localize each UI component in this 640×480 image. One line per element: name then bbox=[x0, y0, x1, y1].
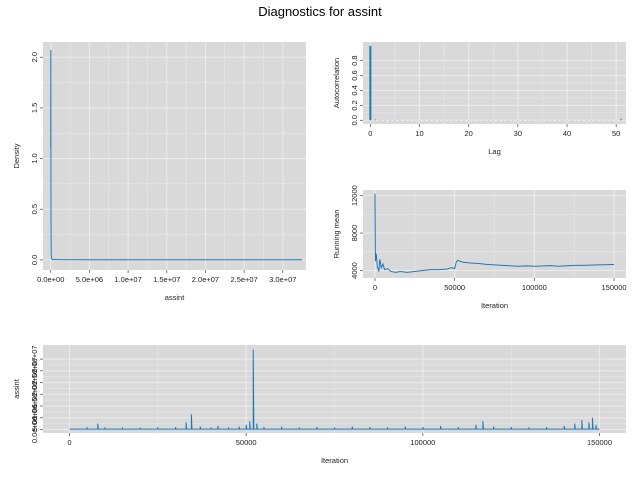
y-tick-label: 0.5 bbox=[30, 204, 39, 214]
y-tick-label: 1.5 bbox=[30, 103, 39, 113]
y-tick-label: 2.0 bbox=[30, 52, 39, 62]
x-tick-label: 5.0e+06 bbox=[76, 275, 103, 284]
page-title: Diagnostics for assint bbox=[258, 4, 382, 19]
x-tick-label: 1.0e+07 bbox=[114, 275, 141, 284]
plot-panel bbox=[43, 42, 306, 270]
x-tick-label: 3.0e+07 bbox=[269, 275, 296, 284]
x-axis-label: assint bbox=[165, 293, 186, 302]
x-tick-label: 2.5e+07 bbox=[230, 275, 257, 284]
x-tick-label: 0.0e+00 bbox=[37, 275, 64, 284]
x-tick-label: 2.0e+07 bbox=[192, 275, 219, 284]
density-line bbox=[50, 50, 303, 261]
y-axis-label: Density bbox=[12, 143, 21, 168]
x-tick-label: 1.5e+07 bbox=[153, 275, 180, 284]
y-tick-label: 1.0 bbox=[30, 153, 39, 163]
y-tick-label: 0.0 bbox=[30, 255, 39, 265]
